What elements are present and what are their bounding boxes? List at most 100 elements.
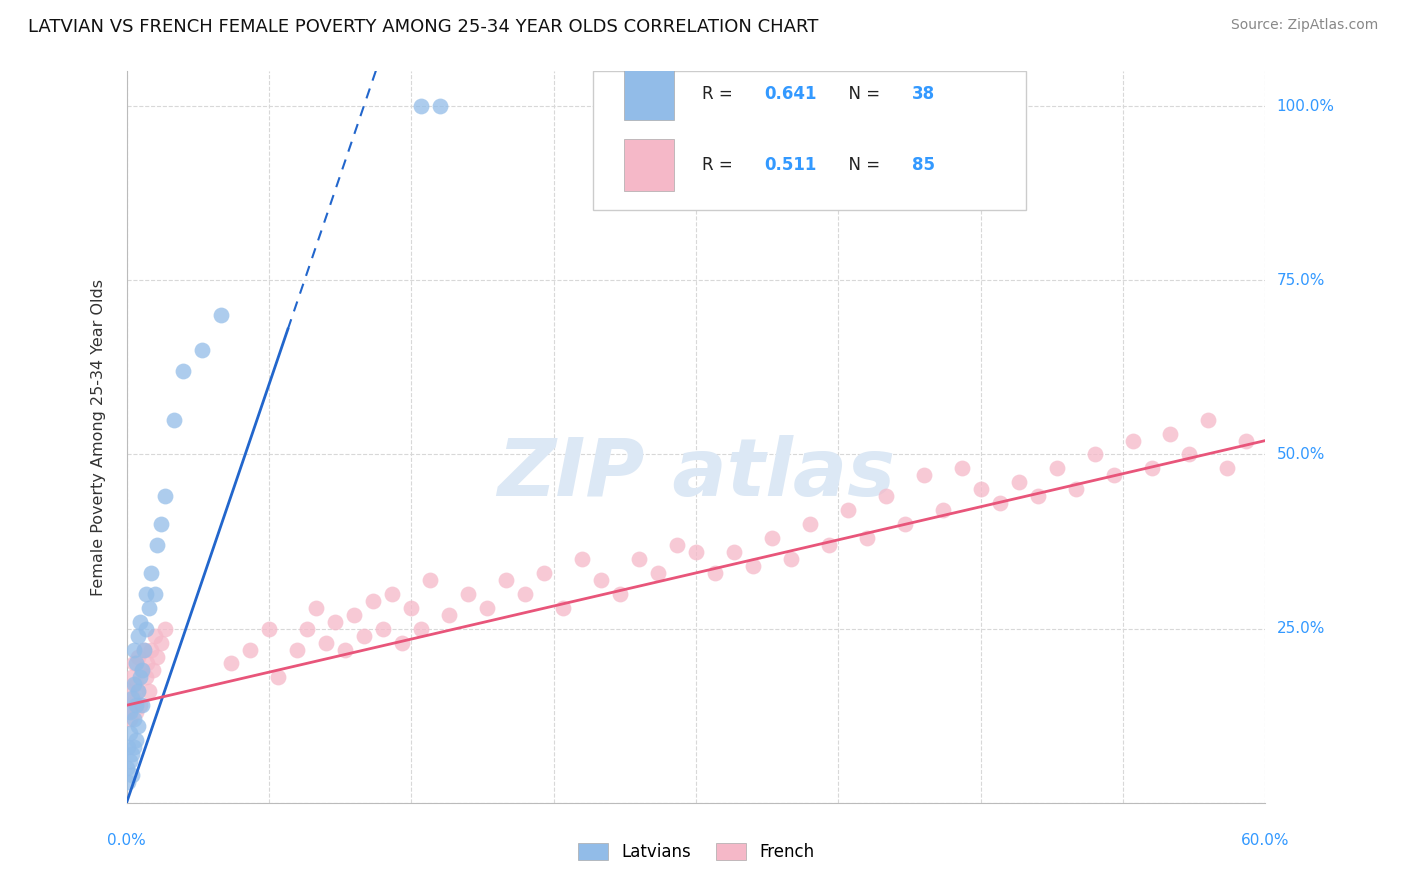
Point (117, 775, 139, 789)
Point (121, 747, 143, 761)
Point (401, 600, 423, 615)
Point (172, 364, 194, 378)
Point (988, 496, 1011, 510)
Text: R =: R = (702, 156, 738, 174)
Point (818, 538, 841, 552)
Point (122, 657, 145, 671)
Point (704, 566, 727, 580)
Text: 0.0%: 0.0% (107, 833, 146, 848)
Point (131, 664, 153, 678)
Point (533, 566, 555, 580)
Point (125, 677, 148, 691)
Point (837, 503, 859, 517)
Point (122, 712, 145, 726)
Point (950, 461, 973, 475)
Point (363, 594, 385, 608)
Point (970, 483, 993, 497)
Text: 100.0%: 100.0% (1277, 99, 1334, 113)
Point (515, 587, 537, 601)
Text: 85: 85 (912, 156, 935, 174)
Point (1026, 489, 1049, 503)
Point (353, 629, 375, 643)
Point (211, 308, 233, 322)
Point (163, 412, 186, 426)
Point (1216, 461, 1239, 475)
Point (409, 99, 432, 113)
Point (315, 635, 337, 649)
Text: N =: N = (838, 156, 886, 174)
Point (127, 649, 149, 664)
Point (153, 489, 176, 503)
Point (125, 698, 148, 713)
Point (141, 566, 163, 580)
Point (128, 670, 150, 684)
Point (1160, 426, 1182, 441)
Point (135, 587, 156, 601)
Point (153, 622, 176, 636)
Point (146, 649, 169, 664)
Point (219, 657, 242, 671)
Point (127, 684, 149, 698)
Point (143, 587, 166, 601)
Point (121, 670, 143, 684)
Text: 25.0%: 25.0% (1277, 621, 1324, 636)
Point (912, 468, 935, 483)
Point (149, 635, 172, 649)
Point (128, 698, 150, 713)
Text: 0.511: 0.511 (765, 156, 817, 174)
Point (135, 670, 156, 684)
Point (855, 531, 877, 545)
Point (132, 642, 155, 657)
Point (143, 629, 166, 643)
Point (628, 552, 651, 566)
FancyBboxPatch shape (624, 139, 675, 191)
Point (779, 552, 801, 566)
Y-axis label: Female Poverty Among 25-34 Year Olds: Female Poverty Among 25-34 Year Olds (91, 278, 105, 596)
Point (1046, 461, 1069, 475)
Text: 38: 38 (912, 85, 935, 103)
Point (115, 761, 138, 775)
Point (439, 607, 461, 622)
Point (141, 642, 163, 657)
Point (142, 664, 165, 678)
Point (647, 566, 669, 580)
Text: 50.0%: 50.0% (1277, 447, 1324, 462)
Point (457, 587, 479, 601)
Point (138, 684, 160, 698)
Point (138, 600, 160, 615)
Point (120, 754, 142, 768)
Point (477, 600, 499, 615)
Text: R =: R = (702, 85, 738, 103)
Point (122, 677, 145, 691)
Point (391, 635, 413, 649)
Point (799, 517, 821, 532)
Point (125, 733, 148, 747)
Point (115, 705, 138, 719)
Point (742, 558, 765, 573)
Text: N =: N = (838, 85, 886, 103)
Point (723, 545, 745, 559)
Point (121, 698, 143, 713)
Point (149, 517, 172, 532)
Point (553, 600, 575, 615)
Point (117, 684, 139, 698)
Point (125, 657, 148, 671)
Point (121, 691, 143, 706)
Point (122, 740, 145, 755)
Point (1236, 434, 1258, 448)
Text: 75.0%: 75.0% (1277, 273, 1324, 288)
Point (1140, 461, 1163, 475)
Point (1178, 448, 1201, 462)
Point (122, 642, 145, 657)
Text: ZIP atlas: ZIP atlas (496, 434, 896, 513)
Point (131, 664, 153, 678)
Point (571, 552, 593, 566)
Point (127, 684, 149, 698)
Point (135, 622, 156, 636)
Point (146, 538, 169, 552)
Point (295, 622, 318, 636)
Point (419, 573, 441, 587)
Point (120, 726, 142, 740)
Point (1102, 468, 1125, 483)
Point (131, 698, 153, 713)
